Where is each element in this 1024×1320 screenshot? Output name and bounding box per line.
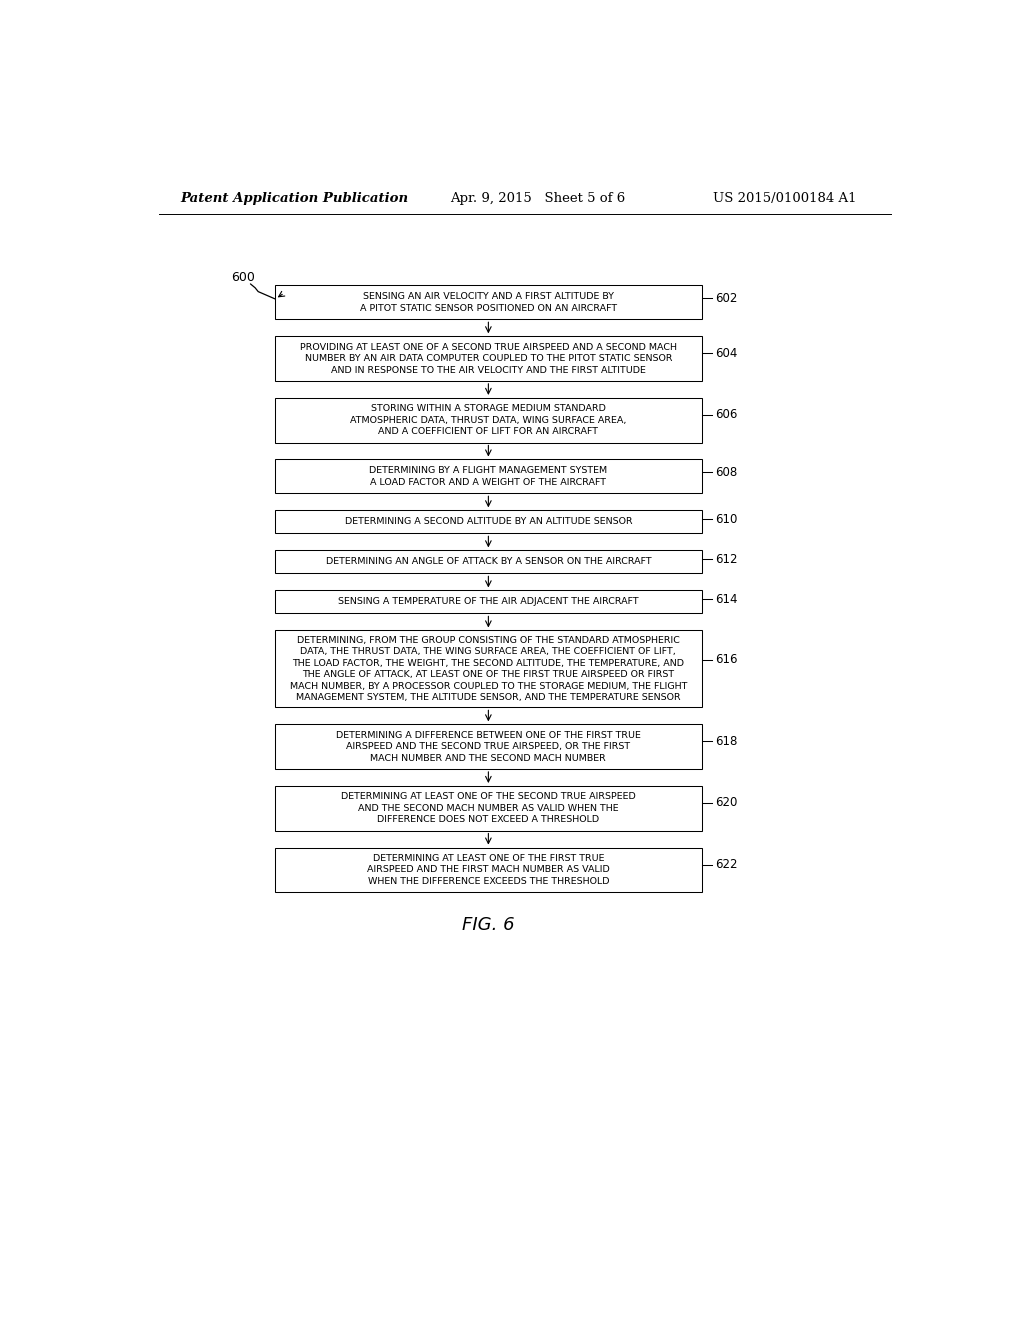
Bar	[275, 590, 701, 614]
Text: DETERMINING AT LEAST ONE OF THE FIRST TRUE
AIRSPEED AND THE FIRST MACH NUMBER AS: DETERMINING AT LEAST ONE OF THE FIRST TR…	[367, 854, 609, 886]
Text: 600: 600	[230, 271, 255, 284]
Text: 618: 618	[716, 735, 738, 748]
Text: DETERMINING A SECOND ALTITUDE BY AN ALTITUDE SENSOR: DETERMINING A SECOND ALTITUDE BY AN ALTI…	[344, 517, 632, 527]
Text: 608: 608	[716, 466, 737, 479]
Text: DETERMINING, FROM THE GROUP CONSISTING OF THE STANDARD ATMOSPHERIC
DATA, THE THR: DETERMINING, FROM THE GROUP CONSISTING O…	[290, 636, 687, 702]
Text: 604: 604	[716, 347, 738, 360]
Bar	[275, 725, 701, 770]
Bar	[275, 337, 701, 381]
Text: US 2015/0100184 A1: US 2015/0100184 A1	[713, 191, 857, 205]
Text: Patent Application Publication: Patent Application Publication	[180, 191, 409, 205]
Text: 602: 602	[716, 292, 738, 305]
Text: 606: 606	[716, 408, 738, 421]
Text: DETERMINING A DIFFERENCE BETWEEN ONE OF THE FIRST TRUE
AIRSPEED AND THE SECOND T: DETERMINING A DIFFERENCE BETWEEN ONE OF …	[336, 731, 641, 763]
Text: FIG. 6: FIG. 6	[462, 916, 515, 933]
Bar	[275, 785, 701, 830]
Bar	[275, 631, 701, 708]
Bar	[275, 847, 701, 892]
Bar	[275, 550, 701, 573]
Bar	[275, 285, 701, 319]
Bar	[275, 511, 701, 533]
Text: 614: 614	[716, 593, 738, 606]
Bar	[275, 459, 701, 494]
Text: DETERMINING AT LEAST ONE OF THE SECOND TRUE AIRSPEED
AND THE SECOND MACH NUMBER : DETERMINING AT LEAST ONE OF THE SECOND T…	[341, 792, 636, 824]
Text: STORING WITHIN A STORAGE MEDIUM STANDARD
ATMOSPHERIC DATA, THRUST DATA, WING SUR: STORING WITHIN A STORAGE MEDIUM STANDARD…	[350, 404, 627, 436]
Text: Apr. 9, 2015   Sheet 5 of 6: Apr. 9, 2015 Sheet 5 of 6	[450, 191, 625, 205]
Text: 620: 620	[716, 796, 738, 809]
Text: SENSING AN AIR VELOCITY AND A FIRST ALTITUDE BY
A PITOT STATIC SENSOR POSITIONED: SENSING AN AIR VELOCITY AND A FIRST ALTI…	[359, 292, 616, 313]
Text: 612: 612	[716, 553, 738, 565]
Bar	[275, 397, 701, 442]
Text: DETERMINING AN ANGLE OF ATTACK BY A SENSOR ON THE AIRCRAFT: DETERMINING AN ANGLE OF ATTACK BY A SENS…	[326, 557, 651, 566]
Text: SENSING A TEMPERATURE OF THE AIR ADJACENT THE AIRCRAFT: SENSING A TEMPERATURE OF THE AIR ADJACEN…	[338, 598, 639, 606]
Text: 622: 622	[716, 858, 738, 871]
Text: 610: 610	[716, 512, 738, 525]
Text: PROVIDING AT LEAST ONE OF A SECOND TRUE AIRSPEED AND A SECOND MACH
NUMBER BY AN : PROVIDING AT LEAST ONE OF A SECOND TRUE …	[300, 343, 677, 375]
Text: 616: 616	[716, 653, 738, 667]
Text: DETERMINING BY A FLIGHT MANAGEMENT SYSTEM
A LOAD FACTOR AND A WEIGHT OF THE AIRC: DETERMINING BY A FLIGHT MANAGEMENT SYSTE…	[370, 466, 607, 487]
